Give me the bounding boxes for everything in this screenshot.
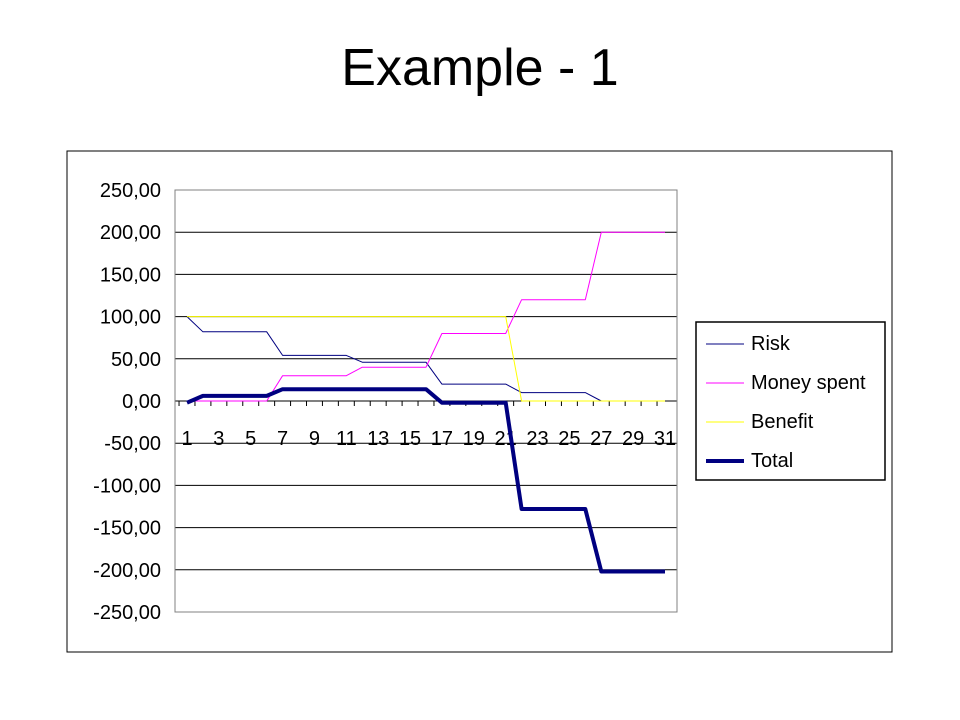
- y-axis-tick-labels: 250,00 200,00 150,00 100,00 50,00 0,00 -50,00 -…: [93, 180, 161, 624]
- x-tick-label: 7: [277, 428, 288, 450]
- series-lines: [186, 231, 665, 574]
- x-tick-label: 31: [654, 428, 676, 450]
- y-tick-label: -50,00: [104, 433, 161, 455]
- series-line-risk: [186, 316, 665, 402]
- y-tick-label: 50,00: [111, 349, 161, 371]
- x-tick-label: 13: [367, 428, 389, 450]
- legend-box: [695, 321, 886, 481]
- y-tick-label: -100,00: [93, 475, 161, 497]
- x-tick-label: 27: [590, 428, 612, 450]
- series-line-total: [186, 387, 665, 574]
- series-line-benefit: [187, 316, 665, 402]
- y-tick-label: 150,00: [100, 264, 161, 286]
- x-tick-label: 1: [181, 428, 192, 450]
- x-tick-label: 3: [213, 428, 224, 450]
- x-axis-tick-labels: 1 3 5 7 9 11 13 15 17 19 21 23 25 27 29 31: [178, 401, 676, 450]
- legend-label-risk: Risk: [751, 333, 791, 355]
- plot-area-border: [174, 189, 678, 613]
- x-tick-label: 19: [463, 428, 485, 450]
- x-tick-label: 9: [309, 428, 320, 450]
- x-tick-label: 25: [558, 428, 580, 450]
- slide-title: Example - 1: [341, 39, 619, 97]
- x-tick-label: 23: [526, 428, 548, 450]
- y-tick-label: -250,00: [93, 602, 161, 624]
- legend: Risk Money spent Benefit Total: [695, 321, 886, 481]
- y-tick-label: 250,00: [100, 180, 161, 202]
- x-tick-label: 29: [622, 428, 644, 450]
- series-line-money-spent: [187, 231, 665, 402]
- x-tick-label: 11: [336, 428, 357, 450]
- x-tick-label: 17: [431, 428, 453, 450]
- x-tick-label: 15: [399, 428, 421, 450]
- legend-label-benefit: Benefit: [751, 411, 814, 433]
- legend-label-money-spent: Money spent: [751, 372, 866, 394]
- y-tick-label: 0,00: [122, 391, 161, 413]
- legend-label-total: Total: [751, 450, 793, 472]
- y-tick-label: -200,00: [93, 560, 161, 582]
- y-tick-label: 200,00: [100, 222, 161, 244]
- y-tick-label: 100,00: [100, 307, 161, 329]
- x-tick-label: 5: [245, 428, 256, 450]
- y-tick-label: -150,00: [93, 518, 161, 540]
